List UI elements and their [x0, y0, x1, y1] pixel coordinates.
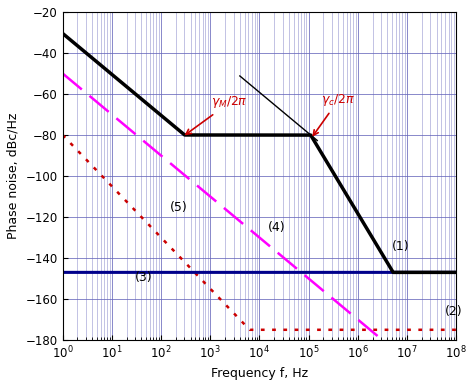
- Text: (4): (4): [268, 221, 286, 235]
- Text: (2): (2): [445, 305, 463, 319]
- Text: (3): (3): [135, 271, 153, 284]
- Text: $\gamma_c/2\pi$: $\gamma_c/2\pi$: [313, 92, 355, 135]
- Text: $\gamma_M/2\pi$: $\gamma_M/2\pi$: [186, 94, 248, 134]
- Text: (5): (5): [170, 201, 187, 214]
- X-axis label: Frequency f, Hz: Frequency f, Hz: [211, 367, 308, 380]
- Y-axis label: Phase noise, dBc/Hz: Phase noise, dBc/Hz: [7, 113, 20, 239]
- Text: (1): (1): [392, 240, 410, 253]
